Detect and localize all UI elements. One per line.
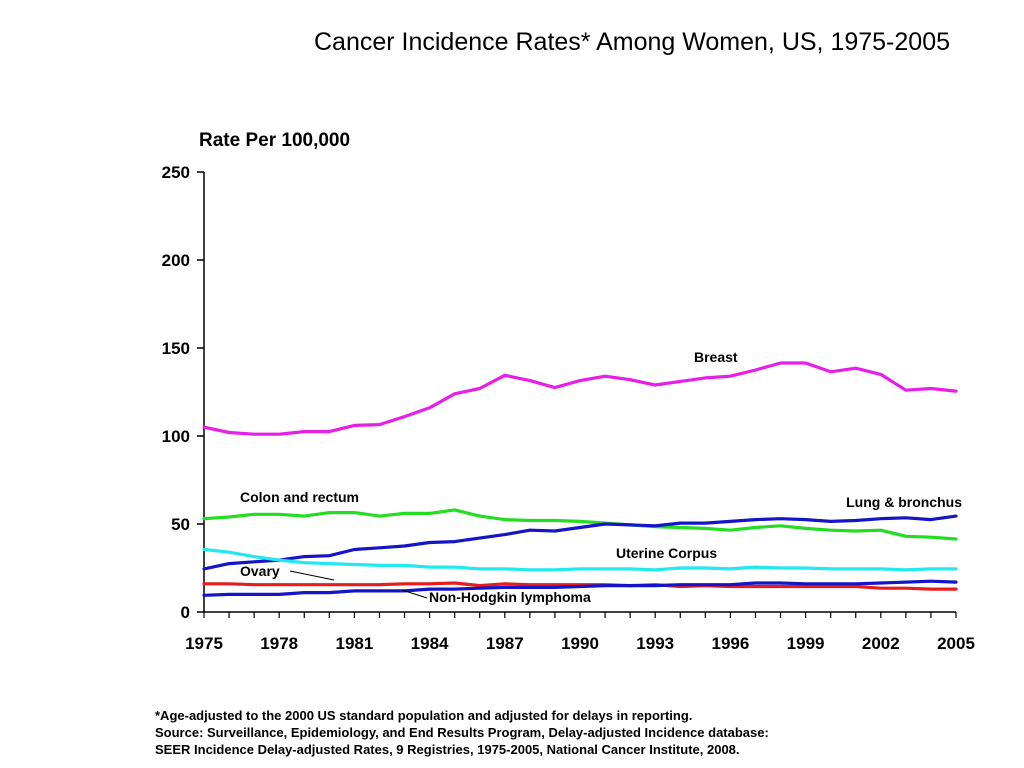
series-group — [202, 361, 958, 597]
axes — [203, 172, 956, 613]
y-tick-label-0: 0 — [181, 603, 190, 622]
x-tick-label-1987: 1987 — [486, 634, 524, 653]
line-chart: 0 50 100 150 200 250 1975 1978 1981 1984 1987 1990… — [162, 130, 975, 653]
x-tick-label-1981: 1981 — [335, 634, 373, 653]
y-ticks: 0 50 100 150 200 250 — [162, 163, 204, 622]
series-label-ovary: Ovary — [240, 563, 280, 579]
ovary-leader-line — [289, 570, 335, 581]
x-tick-label-1996: 1996 — [711, 634, 749, 653]
series-label-uterine-corpus: Uterine Corpus — [616, 545, 717, 561]
series-labels: Breast Colon and rectum Lung & bronchus Ute… — [240, 349, 962, 605]
y-axis-title: Rate Per 100,000 — [199, 130, 350, 151]
series-label-colon-and-rectum: Colon and rectum — [240, 489, 359, 505]
series-label-lung-bronchus: Lung & bronchus — [846, 494, 962, 510]
y-tick-label-150: 150 — [162, 339, 190, 358]
x-tick-label-2005: 2005 — [937, 634, 975, 653]
nhl-leader-line — [401, 589, 428, 599]
x-tick-label-1978: 1978 — [260, 634, 298, 653]
footnote-line-3: SEER Incidence Delay-adjusted Rates, 9 R… — [155, 742, 740, 757]
x-tick-label-1975: 1975 — [185, 634, 223, 653]
x-tick-label-1993: 1993 — [636, 634, 674, 653]
y-tick-label-50: 50 — [171, 515, 190, 534]
series-line-breast — [202, 361, 958, 436]
footnote: *Age-adjusted to the 2000 US standard po… — [155, 707, 995, 758]
series-label-non-hodgkin-lymphoma: Non-Hodgkin lymphoma — [429, 589, 591, 605]
series-line-non-hodgkin-lymphoma — [202, 579, 958, 597]
y-tick-label-100: 100 — [162, 427, 190, 446]
series-label-breast: Breast — [694, 349, 738, 365]
footnote-line-2: Source: Surveillance, Epidemiology, and … — [155, 725, 769, 740]
chart-title: Cancer Incidence Rates* Among Women, US,… — [313, 28, 950, 56]
series-line-ovary — [202, 581, 958, 591]
x-tick-label-1990: 1990 — [561, 634, 599, 653]
series-line-colon-and-rectum — [202, 508, 958, 541]
footnote-line-1: *Age-adjusted to the 2000 US standard po… — [155, 708, 693, 723]
x-tick-label-2002: 2002 — [862, 634, 900, 653]
series-line-uterine-corpus — [202, 547, 958, 572]
series-line-lung-bronchus — [202, 514, 958, 571]
y-tick-label-200: 200 — [162, 251, 190, 270]
x-ticks: 1975 1978 1981 1984 1987 1990 1993 1996 1999 2002… — [185, 612, 975, 653]
y-tick-label-250: 250 — [162, 163, 190, 182]
x-tick-label-1999: 1999 — [787, 634, 825, 653]
x-tick-label-1984: 1984 — [411, 634, 449, 653]
